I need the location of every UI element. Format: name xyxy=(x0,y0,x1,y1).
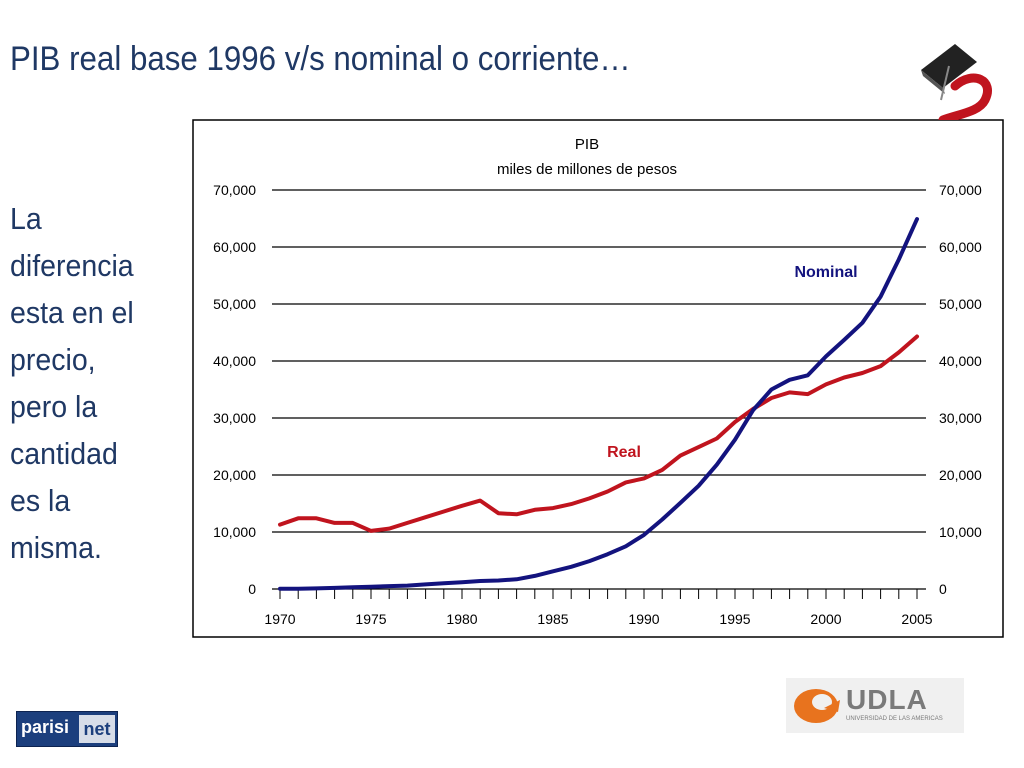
x-tick-label: 2000 xyxy=(810,611,841,627)
series-lines xyxy=(278,217,919,591)
parisi-logo-text: parisi xyxy=(21,717,70,737)
y-tick-label-left: 60,000 xyxy=(213,239,256,255)
graduation-cap-logo xyxy=(921,44,992,120)
side-text-line: misma. xyxy=(10,530,102,565)
y-tick-label-right: 70,000 xyxy=(939,182,982,198)
y-tick-label-left: 30,000 xyxy=(213,410,256,426)
y-tick-label-right: 40,000 xyxy=(939,353,982,369)
side-text-line: cantidad xyxy=(10,436,118,471)
y-tick-label-right: 50,000 xyxy=(939,296,982,312)
y-tick-label-right: 60,000 xyxy=(939,239,982,255)
y-tick-label-right: 0 xyxy=(939,581,947,597)
side-text-line: diferencia xyxy=(10,248,134,283)
side-text-line: pero la xyxy=(10,389,98,424)
y-tick-label-left: 0 xyxy=(248,581,256,597)
y-tick-label-left: 20,000 xyxy=(213,467,256,483)
side-text-line: La xyxy=(10,201,42,236)
x-tick-label: 1990 xyxy=(628,611,659,627)
udla-emblem-icon xyxy=(794,689,840,723)
parisi-net-logo: parisi net xyxy=(16,711,118,747)
grid-lines xyxy=(272,189,926,590)
series-line-real xyxy=(278,334,919,533)
x-tick-label: 1985 xyxy=(537,611,568,627)
x-tick-label: 1995 xyxy=(719,611,750,627)
y-tick-label-right: 10,000 xyxy=(939,524,982,540)
side-text-line: esta en el xyxy=(10,295,134,330)
udla-logo-subtext: UNIVERSIDAD DE LAS AMERICAS xyxy=(846,716,943,722)
series-label-real: Real xyxy=(607,444,641,461)
chart-title: PIB xyxy=(575,136,599,153)
x-tick-label: 1980 xyxy=(446,611,477,627)
axes: 0 0 10,000 10,000 20,000 20,000 30,000 30,000 40… xyxy=(213,182,982,627)
udla-logo: UDLA UNIVERSIDAD DE LAS AMERICAS xyxy=(786,678,964,733)
series-label-nominal: Nominal xyxy=(794,264,857,281)
chart-subtitle: miles de millones de pesos xyxy=(497,161,677,178)
slide-title: PIB real base 1996 v/s nominal o corrien… xyxy=(10,40,631,78)
y-tick-label-left: 10,000 xyxy=(213,524,256,540)
y-tick-label-right: 20,000 xyxy=(939,467,982,483)
x-tick-label: 1970 xyxy=(264,611,295,627)
net-logo-text: net xyxy=(79,715,115,743)
chart-frame xyxy=(192,119,1004,638)
series-line-nominal xyxy=(278,217,919,591)
y-tick-label-left: 40,000 xyxy=(213,353,256,369)
y-tick-label-left: 50,000 xyxy=(213,296,256,312)
udla-logo-text: UDLA xyxy=(846,684,928,715)
side-text-line: precio, xyxy=(10,342,96,377)
side-text-line: es la xyxy=(10,483,71,518)
x-tick-label: 2005 xyxy=(901,611,932,627)
x-tick-label: 1975 xyxy=(355,611,386,627)
side-text: La diferencia esta en el precio, pero la… xyxy=(10,195,185,571)
y-tick-label-left: 70,000 xyxy=(213,182,256,198)
y-tick-label-right: 30,000 xyxy=(939,410,982,426)
